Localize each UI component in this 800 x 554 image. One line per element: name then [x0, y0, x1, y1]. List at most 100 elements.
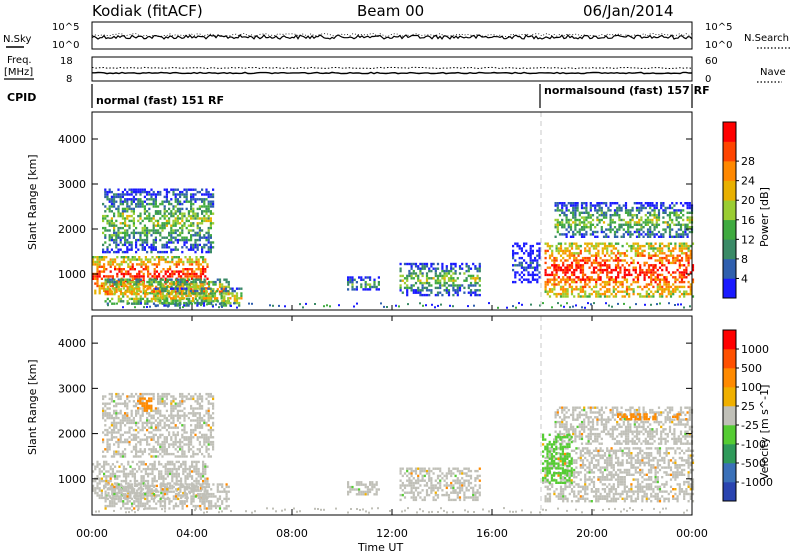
echo-cell [412, 262, 415, 266]
echo-cell [146, 236, 149, 239]
echo-cell [665, 283, 668, 286]
echo-cell [687, 247, 690, 250]
echo-cell [130, 280, 134, 284]
echo-cell [556, 223, 559, 226]
echo-cell [584, 261, 587, 265]
echo-cell [154, 224, 157, 227]
echo-cell [108, 224, 111, 227]
echo-cell [469, 267, 473, 270]
echo-cell [122, 295, 125, 298]
echo-cell [182, 260, 185, 264]
echo-cell [680, 244, 684, 248]
echo-cell [476, 281, 479, 285]
echo-cell [603, 259, 607, 262]
echo-cell [655, 214, 658, 217]
echo-cell [224, 304, 228, 307]
echo-cell [546, 280, 549, 284]
echo-cell [161, 287, 164, 290]
echo-cell [639, 252, 642, 255]
echo-cell [191, 484, 194, 488]
ground-scatter-cell [668, 302, 670, 305]
echo-cell [601, 292, 604, 296]
echo-cell [165, 222, 168, 225]
echo-cell [360, 283, 363, 286]
echo-cell [110, 414, 113, 417]
echo-cell [183, 224, 186, 227]
echo-cell [175, 467, 178, 471]
echo-cell [128, 297, 131, 301]
echo-cell [536, 264, 539, 267]
echo-cell [658, 266, 662, 269]
echo-cell [647, 283, 651, 286]
echo-cell [518, 256, 521, 260]
echo-cell [658, 285, 662, 289]
echo-cell [667, 244, 670, 248]
echo-cell [588, 252, 591, 255]
echo-cell [122, 479, 125, 483]
echo-cell [108, 288, 112, 291]
echo-cell [152, 485, 156, 489]
echo-cell [104, 280, 107, 284]
echo-cell [661, 249, 664, 253]
echo-cell [113, 250, 116, 254]
echo-cell [130, 188, 133, 191]
echo-cell [518, 273, 521, 277]
date-title: 06/Jan/2014 [583, 2, 674, 20]
echo-cell [194, 212, 197, 215]
echo-cell [597, 254, 600, 257]
echo-cell [139, 190, 142, 194]
echo-cell [679, 226, 683, 229]
echo-cell [115, 492, 118, 496]
echo-cell [227, 297, 230, 300]
echo-cell [119, 426, 122, 429]
echo-cell [620, 218, 623, 222]
echo-cell [122, 287, 125, 290]
echo-cell [640, 226, 643, 229]
echo-cell [202, 258, 205, 261]
echo-cell [207, 205, 210, 208]
echo-cell [180, 465, 183, 468]
echo-cell [205, 294, 208, 298]
echo-cell [575, 252, 578, 255]
echo-cell [135, 300, 138, 303]
echo-cell [121, 450, 124, 453]
echo-cell [685, 271, 688, 274]
echo-cell [162, 491, 165, 495]
echo-cell [689, 244, 692, 248]
echo-cell [131, 263, 134, 266]
echo-cell [603, 285, 607, 289]
echo-cell [115, 243, 118, 247]
echo-cell [146, 412, 149, 415]
echo-cell [555, 273, 558, 277]
echo-cell [141, 504, 145, 508]
echo-cell [146, 292, 149, 296]
echo-cell [104, 241, 107, 244]
echo-cell [673, 211, 676, 214]
echo-cell [105, 477, 108, 480]
echo-cell [180, 496, 183, 500]
echo-cell [668, 214, 672, 217]
echo-cell [164, 258, 167, 261]
echo-cell [195, 256, 198, 259]
echo-cell [119, 241, 122, 244]
echo-cell [188, 465, 191, 468]
echo-cell [202, 287, 206, 290]
echo-cell [147, 487, 150, 490]
echo-cell [595, 280, 598, 284]
echo-cell [222, 289, 225, 293]
echo-cell [565, 209, 568, 212]
echo-cell [685, 266, 688, 269]
echo-cell [150, 414, 153, 417]
echo-cell [165, 395, 168, 398]
echo-cell [179, 226, 182, 230]
echo-cell [199, 472, 202, 476]
echo-cell [627, 211, 630, 214]
echo-cell [138, 275, 141, 278]
echo-cell [126, 198, 129, 201]
echo-cell [159, 224, 162, 227]
echo-cell [476, 274, 479, 278]
echo-cell [100, 494, 103, 497]
echo-cell [212, 288, 215, 291]
echo-cell [160, 256, 163, 259]
echo-cell [163, 205, 166, 208]
